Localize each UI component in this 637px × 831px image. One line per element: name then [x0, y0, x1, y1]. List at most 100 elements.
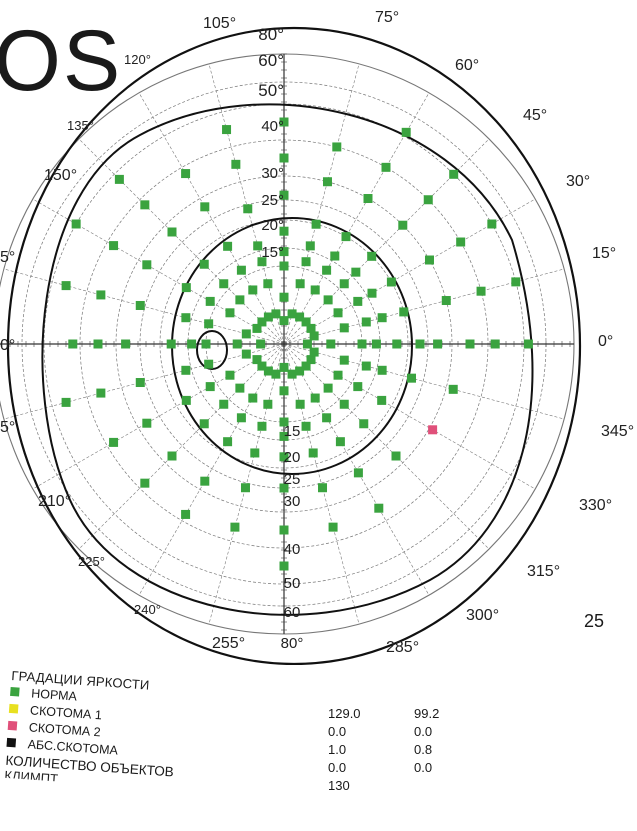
- normal-point: [199, 259, 209, 269]
- normal-point: [306, 323, 316, 333]
- normal-point: [253, 241, 263, 251]
- normal-point: [448, 384, 458, 394]
- normal-point: [166, 339, 176, 349]
- normal-point: [240, 483, 250, 493]
- value-percent: 0.8: [414, 742, 433, 757]
- normal-point: [256, 339, 266, 349]
- grid-spoke: [283, 63, 360, 345]
- normal-point: [301, 317, 311, 327]
- values-row: 130: [328, 778, 474, 796]
- value-percent: 0.0: [414, 760, 433, 775]
- normal-point: [339, 323, 349, 333]
- normal-point: [377, 313, 387, 323]
- normal-point: [279, 226, 289, 236]
- angle-label: 105°: [203, 15, 236, 32]
- ring-label-lower: 40: [284, 541, 301, 558]
- legend-values: 129.0 99.2 0.0 0.0 1.0 0.8 0.0 0.0 130: [328, 706, 474, 796]
- visual-field-boundaries: [6, 26, 582, 665]
- normal-point: [295, 399, 305, 409]
- normal-point: [167, 451, 177, 461]
- normal-point: [109, 241, 119, 251]
- normal-point: [332, 142, 342, 152]
- normal-point: [310, 393, 320, 403]
- normal-point: [306, 355, 316, 365]
- abs-scotoma-swatch: [6, 737, 17, 748]
- angle-label: 255°: [212, 635, 245, 652]
- normal-point: [301, 257, 311, 267]
- ring-label-upper: 15°: [261, 244, 284, 261]
- scotoma-2-swatch: [7, 720, 18, 731]
- normal-point: [371, 339, 381, 349]
- grid-spoke: [78, 138, 285, 345]
- normal-point: [377, 395, 387, 405]
- normal-point: [339, 355, 349, 365]
- normal-point: [219, 399, 229, 409]
- normal-point: [61, 397, 71, 407]
- normal-point: [295, 279, 305, 289]
- normal-point: [361, 361, 371, 371]
- ring-label-lower: 30: [284, 493, 301, 510]
- normal-point: [341, 232, 351, 242]
- normal-point: [142, 260, 152, 270]
- normal-point: [279, 247, 289, 257]
- normal-point: [223, 241, 233, 251]
- angle-labels: 0° 15° 30° 45° 60° 75° 105° 120° 135° 150° 5° 0° 5° 2…: [0, 9, 634, 656]
- normal-point: [407, 373, 417, 383]
- normal-point: [433, 339, 443, 349]
- legend-label: АБС.СКОТОМА: [27, 736, 119, 758]
- normal-point: [351, 267, 361, 277]
- normal-point: [487, 219, 497, 229]
- angle-label: 0°: [0, 337, 15, 354]
- normal-point: [279, 190, 289, 200]
- normal-point: [310, 285, 320, 295]
- normal-point: [357, 339, 367, 349]
- normal-point: [381, 162, 391, 172]
- scotoma-1-swatch: [8, 703, 19, 714]
- stimulus-points: [61, 117, 533, 571]
- middle-isopter: [41, 103, 534, 616]
- normal-point: [121, 339, 131, 349]
- normal-point: [279, 452, 289, 462]
- angle-label: 120°: [124, 52, 151, 67]
- normal-point: [333, 370, 343, 380]
- normal-point: [401, 127, 411, 137]
- normal-point: [353, 468, 363, 478]
- value-percent: 99.2: [414, 706, 440, 721]
- value-count: 0.0: [328, 760, 347, 775]
- normal-point: [279, 292, 289, 302]
- normal-point: [204, 319, 214, 329]
- normal-point: [279, 417, 289, 427]
- normal-point: [243, 204, 253, 214]
- normal-point: [367, 251, 377, 261]
- normal-point: [295, 366, 305, 376]
- normal-point: [441, 296, 451, 306]
- normal-point: [333, 308, 343, 318]
- normal-point: [363, 194, 373, 204]
- normal-point: [199, 419, 209, 429]
- normal-point: [279, 483, 289, 493]
- normal-point: [309, 331, 319, 341]
- normal-point: [279, 561, 289, 571]
- normal-point: [96, 388, 106, 398]
- ring-label-upper: 80°: [258, 25, 284, 44]
- normal-point: [287, 309, 297, 319]
- angle-label: 60°: [455, 57, 479, 74]
- angle-label: 240°: [134, 602, 161, 617]
- normal-point: [225, 370, 235, 380]
- normal-point: [181, 509, 191, 519]
- ring-label-lower: 15: [284, 423, 301, 440]
- angle-label: 135°: [67, 118, 94, 133]
- ring-label-lower: 20: [284, 449, 301, 466]
- normal-point: [252, 355, 262, 365]
- normal-point: [359, 419, 369, 429]
- normal-point: [271, 309, 281, 319]
- normal-point: [140, 478, 150, 488]
- normal-point: [361, 317, 371, 327]
- normal-point: [200, 202, 210, 212]
- value-count: 129.0: [328, 706, 361, 721]
- angle-label: 225°: [78, 554, 105, 569]
- angle-label: 210°: [38, 493, 71, 510]
- ring-label-lower: 60: [284, 604, 301, 621]
- ring-label-upper: 50°: [258, 81, 284, 100]
- normal-point: [241, 349, 251, 359]
